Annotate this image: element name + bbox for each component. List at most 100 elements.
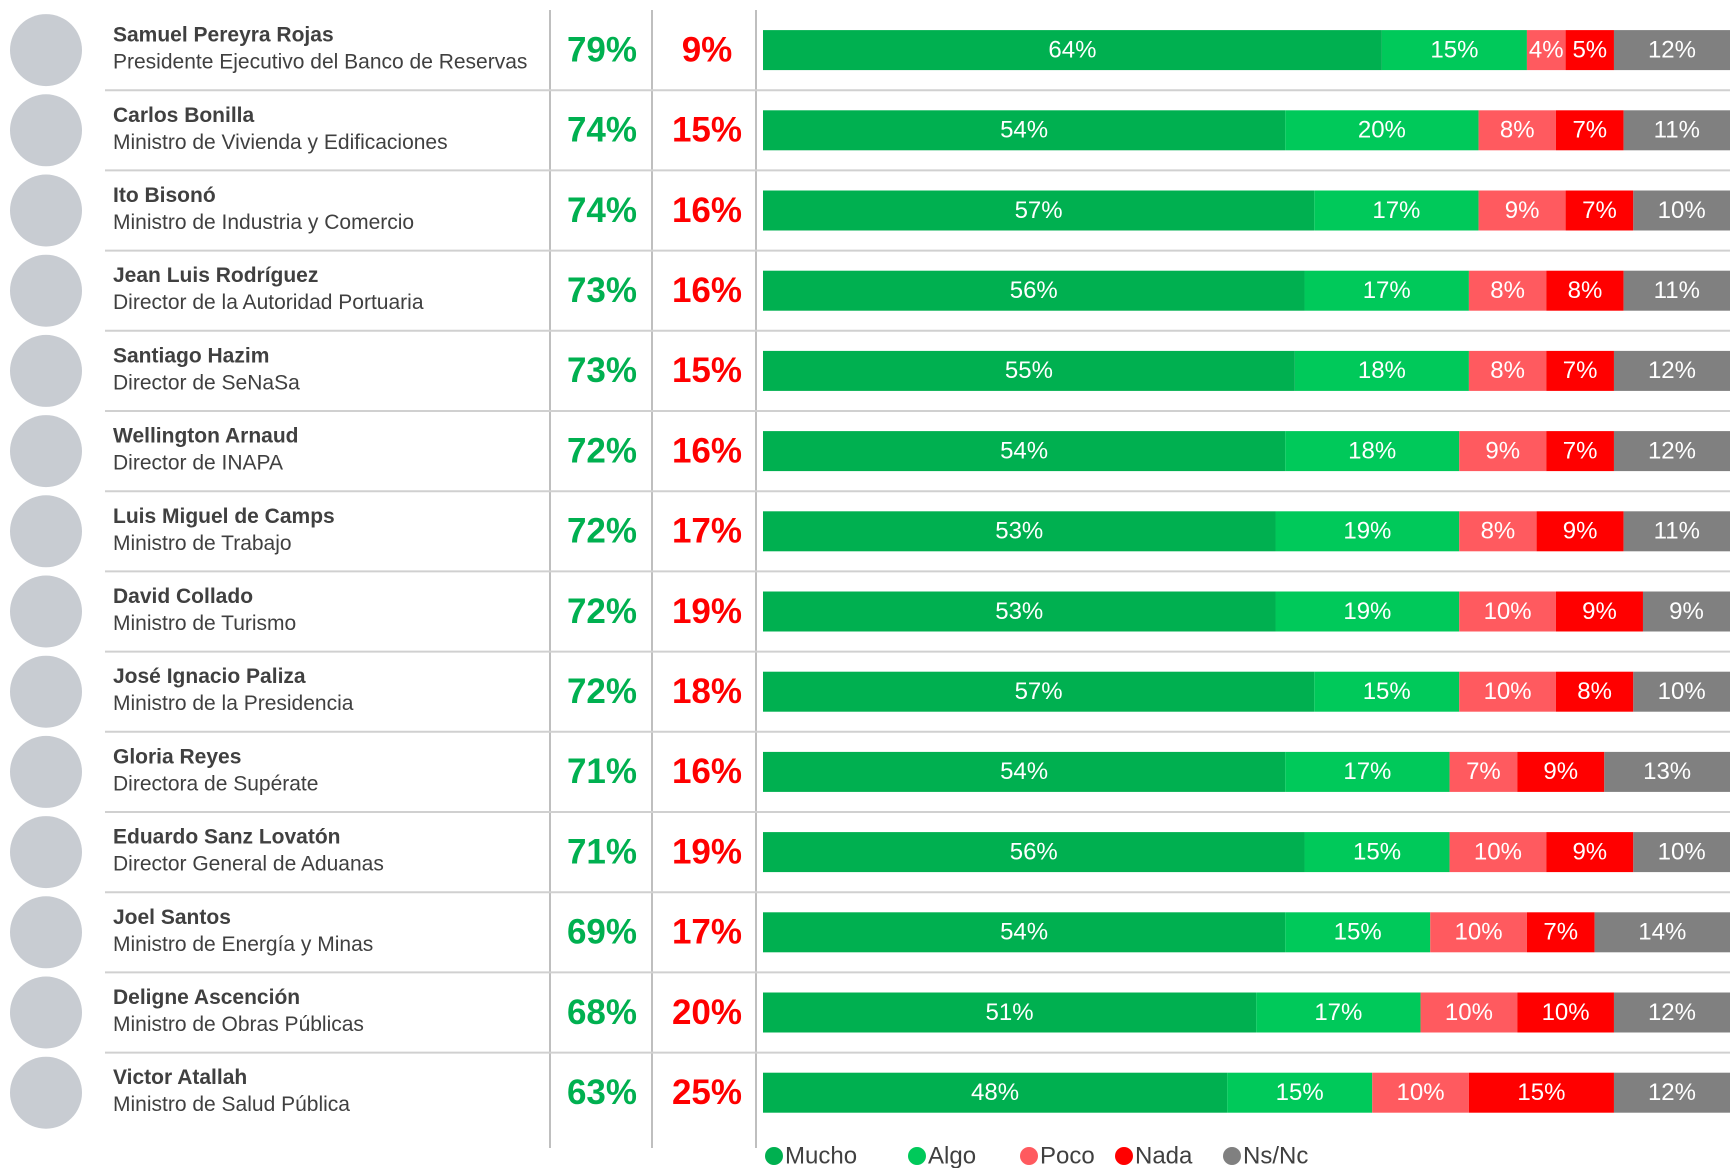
person-name: Eduardo Sanz Lovatón <box>113 826 341 849</box>
bar-segment <box>1314 190 1479 231</box>
bar-segment <box>1613 1072 1730 1113</box>
bar-segment <box>1633 832 1730 873</box>
bar-label: 15% <box>1517 1079 1565 1106</box>
person-name: Ito Bisonó <box>113 184 216 207</box>
avatar <box>10 1056 82 1129</box>
legend-marker <box>1223 1147 1241 1165</box>
person-role: Ministro de Industria y Comercio <box>113 211 414 234</box>
bar-segment <box>1633 190 1730 231</box>
legend-marker <box>1020 1147 1038 1165</box>
bar-label: 10% <box>1658 838 1706 865</box>
bar-segment <box>1633 671 1730 712</box>
bar-label: 7% <box>1563 357 1598 384</box>
legend-label: Nada <box>1135 1142 1193 1168</box>
negative-total: 18% <box>672 672 742 711</box>
bar-label: 10% <box>1474 838 1522 865</box>
avatar <box>10 334 82 407</box>
bar-label: 9% <box>1543 758 1578 785</box>
negative-total: 20% <box>672 993 742 1032</box>
person-role: Ministro de la Presidencia <box>113 692 354 715</box>
bar-label: 14% <box>1638 919 1686 946</box>
bar-label: 7% <box>1563 437 1598 464</box>
bar-label: 10% <box>1658 197 1706 224</box>
bar-label: 51% <box>986 999 1034 1026</box>
person-name: Jean Luis Rodríguez <box>113 264 318 287</box>
bar-label: 12% <box>1648 1079 1696 1106</box>
bar-segment <box>1517 751 1605 792</box>
positive-total: 72% <box>567 512 637 551</box>
bar-label: 53% <box>995 598 1043 625</box>
bar-label: 12% <box>1648 999 1696 1026</box>
legend-marker <box>765 1147 783 1165</box>
bar-segment <box>1565 30 1614 71</box>
person-role: Director de INAPA <box>113 452 283 475</box>
positive-total: 69% <box>567 913 637 952</box>
bar-segment <box>763 270 1305 311</box>
bar-label: 18% <box>1348 437 1396 464</box>
bar-label: 8% <box>1481 518 1516 545</box>
bar-label: 12% <box>1648 357 1696 384</box>
bar-segment <box>1546 270 1624 311</box>
bar-segment <box>763 511 1276 552</box>
bar-segment <box>1468 270 1547 311</box>
bar-segment <box>1613 30 1730 71</box>
bar-segment <box>1227 1072 1373 1113</box>
bar-label: 53% <box>995 518 1043 545</box>
avatar <box>10 735 82 808</box>
bar-label: 9% <box>1669 598 1704 625</box>
bar-label: 15% <box>1334 919 1382 946</box>
bar-segment <box>1381 30 1527 71</box>
bar-segment <box>1285 431 1460 472</box>
bar-segment <box>763 110 1286 151</box>
bar-label: 17% <box>1363 277 1411 304</box>
avatar <box>10 14 82 87</box>
avatar <box>10 575 82 648</box>
bar-segment <box>1594 912 1730 953</box>
bar-label: 56% <box>1010 838 1058 865</box>
bar-label: 8% <box>1577 678 1612 705</box>
bar-label: 54% <box>1000 437 1048 464</box>
positive-total: 74% <box>567 191 637 230</box>
bar-segment <box>1285 912 1431 953</box>
person-name: Santiago Hazim <box>113 344 269 367</box>
avatar <box>10 174 82 247</box>
positive-total: 74% <box>567 111 637 150</box>
bar-segment <box>1459 591 1556 632</box>
bar-segment <box>1459 511 1537 552</box>
bar-segment <box>1623 511 1730 552</box>
negative-total: 17% <box>672 913 742 952</box>
person-role: Ministro de Energía y Minas <box>113 933 373 956</box>
person-name: David Collado <box>113 585 253 608</box>
bar-label: 8% <box>1500 117 1535 144</box>
positive-total: 72% <box>567 592 637 631</box>
bar-label: 57% <box>1015 678 1063 705</box>
avatar <box>10 655 82 728</box>
bar-segment <box>1314 671 1460 712</box>
bar-label: 55% <box>1005 357 1053 384</box>
bar-label: 10% <box>1658 678 1706 705</box>
negative-total: 16% <box>672 752 742 791</box>
person-name: Victor Atallah <box>113 1066 247 1089</box>
bar-segment <box>1459 671 1556 712</box>
positive-total: 71% <box>567 832 637 871</box>
avatar <box>10 816 82 889</box>
bar-segment <box>1555 110 1624 151</box>
bar-segment <box>1604 751 1730 792</box>
bar-label: 57% <box>1015 197 1063 224</box>
bar-segment <box>763 591 1276 632</box>
bar-segment <box>1275 511 1460 552</box>
bar-segment <box>1623 110 1730 151</box>
bar-segment <box>763 912 1286 953</box>
positive-total: 71% <box>567 752 637 791</box>
negative-total: 19% <box>672 592 742 631</box>
bar-label: 11% <box>1654 277 1700 304</box>
avatar <box>10 896 82 969</box>
person-role: Ministro de Turismo <box>113 612 296 635</box>
bar-segment <box>1613 350 1730 391</box>
bar-label: 48% <box>971 1079 1019 1106</box>
person-role: Directora de Supérate <box>113 772 318 795</box>
negative-total: 16% <box>672 271 742 310</box>
avatar <box>10 976 82 1049</box>
person-role: Director General de Aduanas <box>113 853 384 876</box>
